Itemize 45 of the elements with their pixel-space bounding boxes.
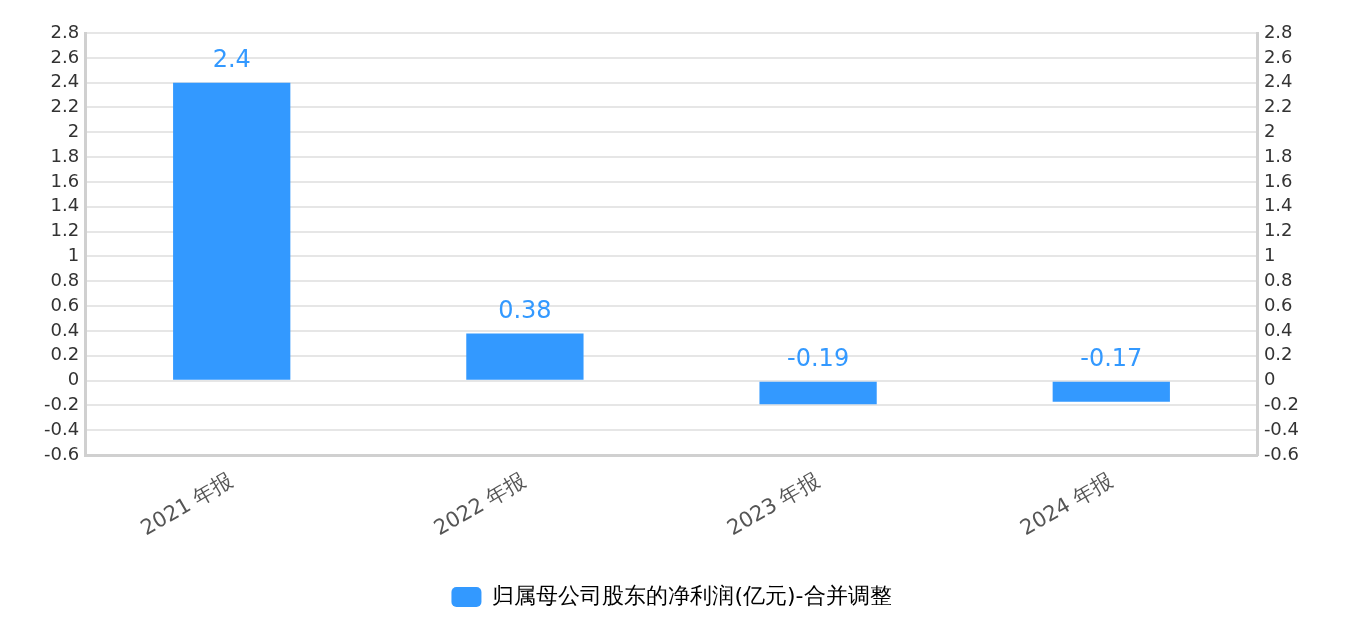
bar — [759, 381, 877, 405]
y-tick-label: 0.2 — [50, 343, 80, 365]
y-tick-label: 1.4 — [50, 194, 80, 216]
y-tick-label: 0 — [67, 368, 80, 390]
y2-tick-label: 1.2 — [1263, 219, 1293, 241]
y2-tick-label: 1.4 — [1263, 194, 1293, 216]
y2-tick-label: 0.6 — [1263, 293, 1293, 315]
y-tick-label: -0.4 — [44, 417, 80, 439]
y-tick-label: 2.4 — [50, 70, 80, 92]
bar — [466, 333, 584, 380]
y-tick-label: 2 — [67, 119, 80, 141]
y2-tick-label: 0.8 — [1263, 268, 1293, 290]
legend-label: 归属母公司股东的净利润(亿元)-合并调整 — [492, 582, 892, 608]
data-label: 0.38 — [498, 295, 552, 324]
y2-tick-label: -0.4 — [1263, 417, 1299, 439]
y-tick-label: 1.2 — [50, 219, 80, 241]
y-tick-label: 2.6 — [50, 45, 80, 67]
y-tick-label: 0.6 — [50, 293, 80, 315]
y-tick-label: 1.8 — [50, 144, 80, 166]
y-tick-label: 1 — [67, 244, 80, 266]
y2-tick-label: 1.8 — [1263, 144, 1293, 166]
y2-tick-label: 0.4 — [1263, 318, 1293, 340]
y-tick-label: -0.6 — [44, 442, 80, 464]
y2-tick-label: 2.8 — [1263, 20, 1293, 42]
bar — [173, 82, 291, 380]
y2-tick-label: 1.6 — [1263, 169, 1293, 191]
bar — [1052, 381, 1170, 402]
y2-tick-label: 0 — [1263, 368, 1276, 390]
y-tick-label: 1.6 — [50, 169, 80, 191]
y2-tick-label: -0.6 — [1263, 442, 1299, 464]
y2-tick-label: 2.2 — [1263, 95, 1293, 117]
y2-tick-label: 0.2 — [1263, 343, 1293, 365]
y2-tick-label: 2 — [1263, 119, 1276, 141]
y-tick-label: 2.2 — [50, 95, 80, 117]
y-tick-label: 0.4 — [50, 318, 80, 340]
y2-tick-label: 2.6 — [1263, 45, 1293, 67]
data-label: -0.19 — [787, 343, 850, 372]
y-tick-label: 2.8 — [50, 20, 80, 42]
y-tick-label: 0.8 — [50, 268, 80, 290]
data-label: -0.17 — [1080, 343, 1143, 372]
data-label: 2.4 — [212, 44, 251, 73]
y2-tick-label: -0.2 — [1263, 393, 1299, 415]
y-tick-label: -0.2 — [44, 393, 80, 415]
y2-tick-label: 2.4 — [1263, 70, 1293, 92]
y2-tick-label: 1 — [1263, 244, 1276, 266]
